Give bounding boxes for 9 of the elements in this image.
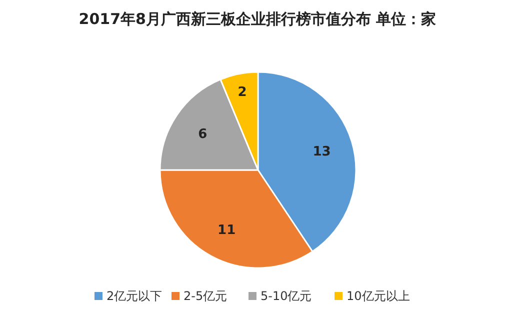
legend-label: 2-5亿元 xyxy=(184,289,228,303)
chart-title: 2017年8月广西新三板企业排行榜市值分布 单位：家 xyxy=(78,10,436,28)
legend-label: 10亿元以上 xyxy=(346,289,410,303)
legend-label: 5-10亿元 xyxy=(260,289,312,303)
data-label: 13 xyxy=(312,144,331,160)
data-label: 2 xyxy=(238,85,247,100)
data-label: 11 xyxy=(218,222,236,238)
data-label: 6 xyxy=(198,126,208,142)
legend-label: 2亿元以下 xyxy=(106,289,162,303)
